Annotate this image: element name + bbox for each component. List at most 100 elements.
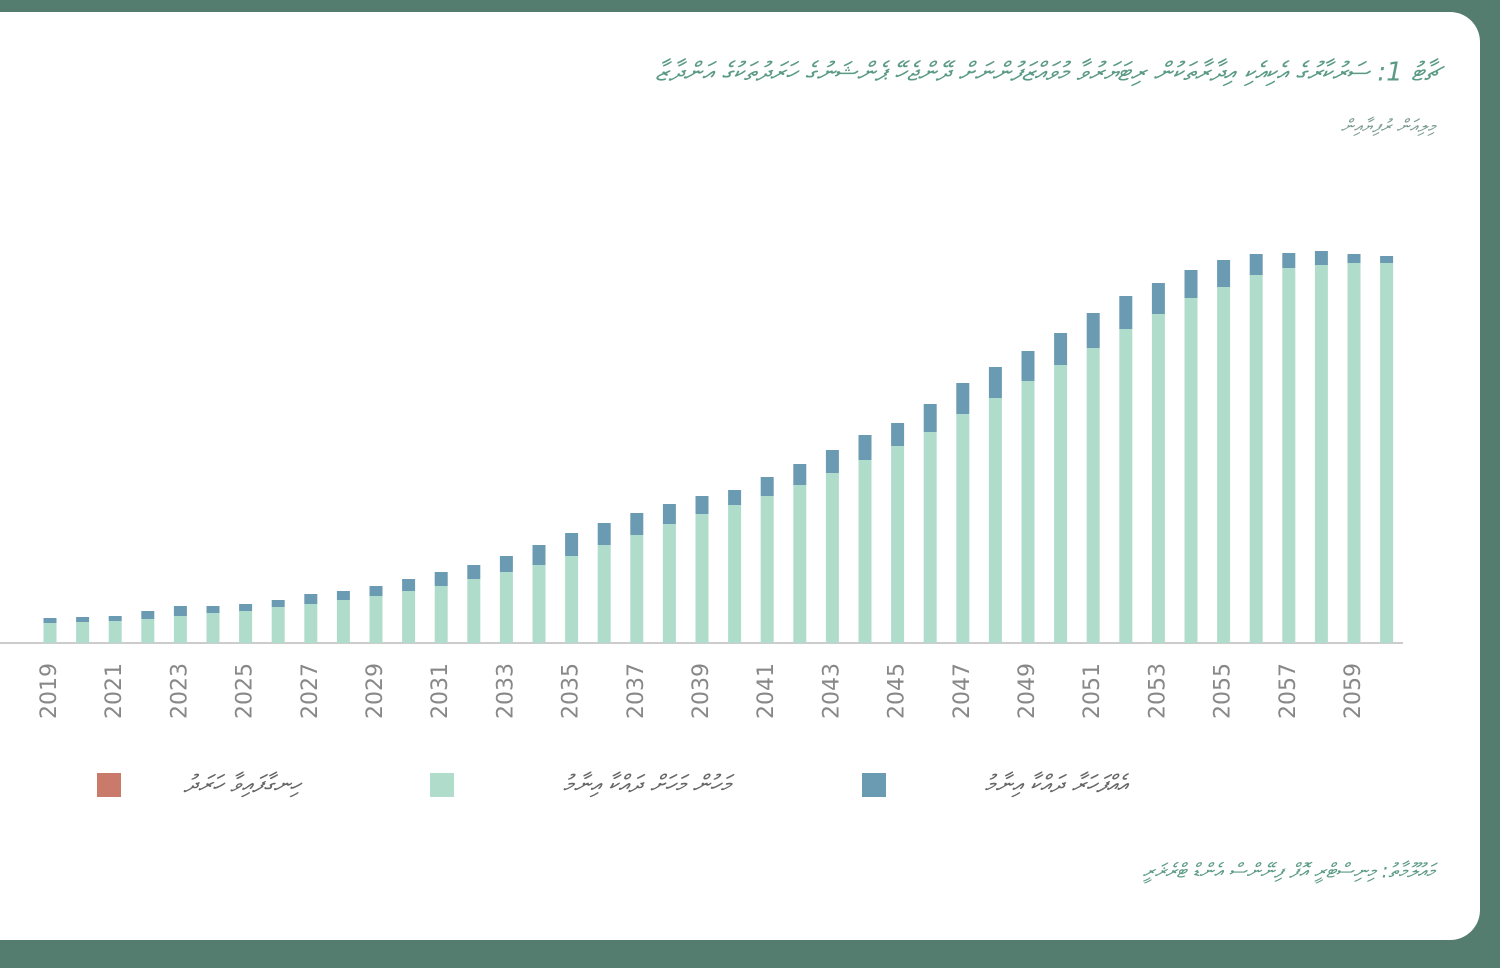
bar <box>532 565 546 643</box>
x-tick-label: 2035 <box>559 663 584 719</box>
bar <box>467 579 481 643</box>
bar <box>1086 313 1100 348</box>
legend-swatch <box>862 773 886 797</box>
bar <box>43 623 57 643</box>
chart-source: މައުލޫމާތު: މިނިސްޓްރީ އޮފް ފިނޭންސް އެނ… <box>1142 859 1438 884</box>
bar <box>173 606 187 616</box>
x-tick-label: 2025 <box>233 663 258 719</box>
bar <box>891 423 905 446</box>
bar <box>76 622 90 643</box>
x-tick-label: 2055 <box>1211 663 1236 719</box>
bar <box>1380 256 1394 263</box>
bar <box>956 414 970 643</box>
bar <box>1217 260 1231 287</box>
bar <box>1151 314 1165 643</box>
bar <box>662 504 676 524</box>
bar <box>793 485 807 643</box>
bar <box>173 616 187 643</box>
bar <box>1119 296 1133 329</box>
bar <box>206 613 220 643</box>
bar <box>1347 263 1361 643</box>
x-tick-label: 2019 <box>37 663 62 719</box>
bar <box>1314 251 1328 265</box>
bar <box>304 604 318 643</box>
x-tick-label: 2033 <box>493 663 518 719</box>
bar <box>597 523 611 545</box>
bar <box>402 579 416 591</box>
bar <box>1054 333 1068 365</box>
bar <box>988 367 1002 398</box>
bar <box>858 435 872 460</box>
bar <box>239 604 253 611</box>
x-tick-label: 2029 <box>363 663 388 719</box>
bar <box>793 464 807 485</box>
bar <box>825 450 839 473</box>
bar <box>1282 253 1296 268</box>
bar <box>43 618 57 623</box>
bar <box>923 432 937 643</box>
bar <box>1282 268 1296 643</box>
bar <box>271 607 285 643</box>
bar <box>1217 287 1231 643</box>
bar <box>858 460 872 643</box>
bar <box>532 545 546 565</box>
bar <box>728 490 742 505</box>
bar <box>499 572 513 643</box>
bar <box>565 533 579 556</box>
bar <box>76 617 90 622</box>
bar <box>825 473 839 643</box>
x-tick-label: 2043 <box>819 663 844 719</box>
bar <box>108 616 122 621</box>
bar <box>956 383 970 414</box>
bar <box>1314 265 1328 643</box>
bar <box>206 606 220 613</box>
x-tick-label: 2053 <box>1145 663 1170 719</box>
bar <box>728 505 742 643</box>
bar <box>1021 381 1035 643</box>
bar <box>988 398 1002 643</box>
legend-swatch <box>97 773 121 797</box>
bar <box>239 611 253 643</box>
legend-swatch <box>430 773 454 797</box>
x-tick-label: 2041 <box>754 663 779 719</box>
x-tick-label: 2023 <box>167 663 192 719</box>
chart: ޗާޓު 1: ސަރުކާރުގެ އެކިއެކި އިދާރާތަކުން… <box>0 58 1445 884</box>
bar <box>1184 270 1198 298</box>
bar <box>695 496 709 514</box>
x-tick-label: 2021 <box>102 663 127 719</box>
bar <box>630 513 644 535</box>
x-tick-label: 2047 <box>950 663 975 719</box>
legend-label: މަހުން މަހަށް ދައްކާ އިނާމު <box>563 770 735 798</box>
bar <box>891 446 905 643</box>
bar <box>760 477 774 496</box>
bar <box>760 496 774 643</box>
bar <box>369 596 383 643</box>
bar <box>108 621 122 643</box>
bar <box>695 514 709 643</box>
bar <box>1249 275 1263 643</box>
bar <box>662 524 676 643</box>
bar <box>923 404 937 432</box>
chart-card: ޗާޓު 1: ސަރުކާރުގެ އެކިއެކި އިދާރާތަކުން… <box>0 12 1480 940</box>
bar <box>369 586 383 596</box>
x-tick-label: 2049 <box>1015 663 1040 719</box>
bar <box>434 586 448 643</box>
x-tick-label: 2027 <box>298 663 323 719</box>
bar <box>1054 365 1068 643</box>
bar <box>499 556 513 572</box>
bar <box>434 572 448 586</box>
x-tick-label: 2045 <box>885 663 910 719</box>
bar <box>1184 298 1198 643</box>
x-tick-label: 2059 <box>1341 663 1366 719</box>
bar <box>1380 263 1394 643</box>
bar <box>1347 254 1361 263</box>
bar <box>271 600 285 607</box>
legend-label: ހިނގާފައިވާ ހަރަދު <box>183 770 304 798</box>
legend-label: އެއްފަހަރާ ދައްކާ އިނާމު <box>985 770 1130 798</box>
bar <box>1086 348 1100 643</box>
chart-subtitle: މިލިއަން ރުފިޔާއިން <box>1341 116 1438 137</box>
x-tick-label: 2057 <box>1276 663 1301 719</box>
x-tick-label: 2031 <box>428 663 453 719</box>
bar <box>467 565 481 579</box>
